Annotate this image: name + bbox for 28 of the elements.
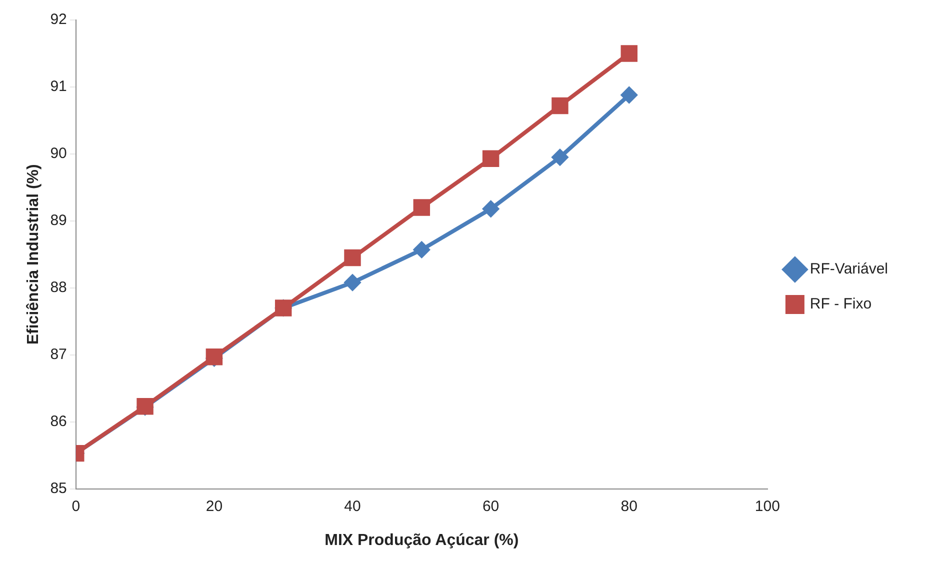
y-axis-title: Eficiência Industrial (%) [25,164,42,345]
point [552,97,568,114]
point [344,249,361,266]
legend-label: RF - Fixo [810,296,872,313]
y-tick-label: 87 [50,346,67,363]
x-tick-label: 80 [620,498,638,515]
y-tick-label: 90 [50,145,67,162]
x-tick-label: 0 [72,498,80,515]
y-tick-label: 89 [50,212,67,230]
point [413,199,430,216]
point [620,45,638,62]
point [482,150,500,167]
x-tick-label: 20 [206,498,223,515]
point [621,87,638,104]
y-tick-label: 91 [50,78,67,96]
point [552,149,568,166]
legend-label: RF-Variável [810,260,888,278]
y-tick-label: 85 [50,480,67,497]
x-tick-label: 100 [754,498,780,515]
x-tick-label: 60 [482,498,500,515]
point [482,200,499,217]
x-tick-label: 40 [344,498,361,515]
y-tick-label: 88 [50,279,67,296]
y-tick-label: 86 [50,412,67,430]
y-tick-label: 92 [50,11,67,28]
x-axis-title: MIX Produção Açúcar (%) [324,532,519,549]
point [344,274,361,291]
point [414,242,430,258]
